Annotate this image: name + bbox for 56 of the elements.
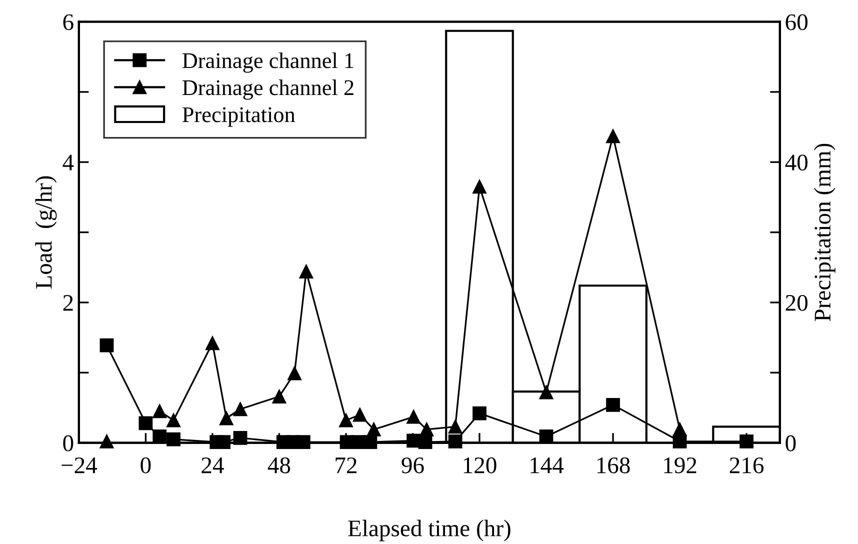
x-tick-label: 120 [464, 457, 496, 474]
point [299, 264, 314, 279]
point [352, 408, 367, 422]
point [672, 422, 687, 436]
x-axis-title: Elapsed time (hr) [348, 520, 510, 542]
x-tick-label: 192 [664, 457, 696, 474]
point [138, 416, 153, 430]
point [152, 404, 167, 418]
point [472, 406, 486, 420]
point [606, 398, 620, 412]
point [100, 434, 114, 448]
point [233, 402, 248, 416]
x-tick-label: −24 [62, 457, 98, 474]
point [539, 430, 554, 444]
point [448, 420, 462, 434]
point [206, 336, 220, 350]
point [166, 413, 180, 428]
y-tick-label: 6 [63, 14, 74, 30]
point [420, 422, 434, 436]
y-tick-label: 0 [63, 435, 74, 452]
y-axis-title: Load (g/hr) [35, 176, 57, 289]
y2-tick-label: 20 [786, 294, 808, 311]
point [166, 432, 180, 446]
x-tick-label: 24 [202, 457, 224, 474]
point [216, 435, 231, 450]
point [339, 413, 353, 428]
point [448, 434, 462, 448]
x-tick-label: 72 [336, 457, 356, 474]
y-tick-label: 4 [62, 154, 74, 170]
point [233, 430, 248, 445]
point [366, 422, 381, 436]
y2-tick-label: 60 [786, 14, 808, 30]
x-tick-label: 0 [140, 457, 151, 474]
point [472, 180, 486, 194]
x-tick-label: 168 [597, 457, 630, 474]
x-tick-label: 216 [730, 457, 764, 474]
y-tick-label: 2 [63, 295, 73, 311]
point [606, 129, 620, 144]
point [288, 366, 302, 380]
y2-tick-label: 40 [785, 154, 808, 171]
y2-tick-label: 0 [786, 435, 796, 452]
point [100, 338, 114, 352]
x-tick-label: 48 [268, 457, 290, 474]
point [296, 435, 310, 450]
legend-label: Precipitation [182, 107, 296, 127]
point [406, 410, 421, 424]
point [219, 411, 234, 426]
point [363, 435, 378, 450]
point [272, 390, 286, 404]
point [539, 385, 554, 400]
y2-axis-title: Precipitation (mm) [814, 144, 836, 322]
legend-label: Drainage channel 2 [182, 80, 354, 100]
legend-label: Drainage channel 1 [182, 52, 354, 73]
x-tick-label: 96 [402, 457, 424, 474]
x-tick-label: 144 [530, 458, 564, 474]
point [152, 430, 167, 444]
